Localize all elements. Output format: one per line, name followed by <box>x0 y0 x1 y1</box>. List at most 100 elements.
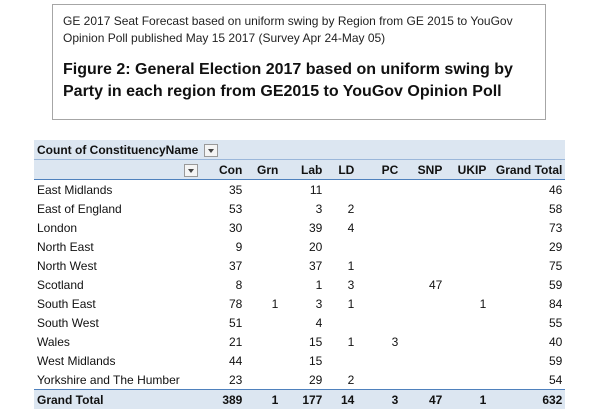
table-cell[interactable] <box>357 237 401 256</box>
table-cell[interactable] <box>445 218 489 237</box>
table-cell[interactable] <box>245 237 281 256</box>
table-cell[interactable] <box>357 256 401 275</box>
table-cell[interactable] <box>445 370 489 390</box>
table-cell[interactable]: 9 <box>235 239 243 254</box>
table-cell[interactable]: 84 <box>548 296 563 311</box>
table-cell[interactable] <box>325 313 357 332</box>
table-cell[interactable]: 75 <box>548 258 563 273</box>
table-cell[interactable] <box>445 180 489 200</box>
table-cell[interactable] <box>245 313 281 332</box>
table-cell[interactable] <box>245 180 281 200</box>
table-cell[interactable] <box>245 218 281 237</box>
table-cell[interactable] <box>325 180 357 200</box>
grand-total-cell[interactable]: 632 <box>489 389 566 409</box>
row-label[interactable]: East Midlands <box>37 182 113 197</box>
table-cell[interactable] <box>401 332 445 351</box>
table-cell[interactable] <box>357 294 401 313</box>
table-cell[interactable]: 29 <box>308 372 323 387</box>
row-filter-dropdown-icon[interactable] <box>184 163 199 177</box>
table-cell[interactable]: 47 <box>428 277 443 292</box>
table-cell[interactable] <box>445 332 489 351</box>
table-cell[interactable]: 15 <box>308 334 323 349</box>
table-cell[interactable] <box>357 275 401 294</box>
table-cell[interactable] <box>401 351 445 370</box>
table-cell[interactable]: 40 <box>548 334 563 349</box>
row-label[interactable]: Scotland <box>37 277 84 292</box>
column-header[interactable]: LD <box>325 159 358 180</box>
row-label[interactable]: North East <box>37 239 94 254</box>
table-cell[interactable]: 73 <box>548 220 563 235</box>
table-cell[interactable] <box>245 332 281 351</box>
table-cell[interactable]: 46 <box>548 182 563 197</box>
grand-total-cell[interactable]: 177 <box>281 389 326 409</box>
table-cell[interactable]: 53 <box>228 201 243 216</box>
table-cell[interactable] <box>401 294 445 313</box>
grand-total-label[interactable]: Grand Total <box>34 389 202 409</box>
grand-total-cell[interactable]: 47 <box>401 389 446 409</box>
table-cell[interactable] <box>357 313 401 332</box>
column-header[interactable]: Lab <box>281 159 326 180</box>
table-cell[interactable] <box>245 370 281 390</box>
column-header[interactable]: UKIP <box>445 159 490 180</box>
table-cell[interactable] <box>357 351 401 370</box>
table-cell[interactable] <box>325 237 357 256</box>
column-header[interactable]: Grn <box>245 159 282 180</box>
table-cell[interactable] <box>445 199 489 218</box>
table-cell[interactable] <box>245 199 281 218</box>
table-cell[interactable]: 55 <box>548 315 563 330</box>
table-cell[interactable]: 4 <box>347 220 355 235</box>
table-cell[interactable] <box>445 351 489 370</box>
table-cell[interactable]: 1 <box>271 296 279 311</box>
table-cell[interactable] <box>401 237 445 256</box>
table-cell[interactable]: 37 <box>308 258 323 273</box>
table-cell[interactable]: 2 <box>347 201 355 216</box>
row-label[interactable]: Yorkshire and The Humber <box>37 372 180 387</box>
grand-total-cell[interactable]: 3 <box>357 389 402 409</box>
table-cell[interactable] <box>245 275 281 294</box>
grand-total-cell[interactable]: 1 <box>445 389 490 409</box>
table-cell[interactable]: 15 <box>308 353 323 368</box>
column-header[interactable]: Con <box>201 159 246 180</box>
table-cell[interactable]: 4 <box>315 315 323 330</box>
table-cell[interactable]: 2 <box>347 372 355 387</box>
table-cell[interactable] <box>401 218 445 237</box>
table-cell[interactable] <box>357 370 401 390</box>
table-cell[interactable]: 1 <box>347 296 355 311</box>
row-label[interactable]: London <box>37 220 78 235</box>
column-header[interactable]: SNP <box>401 159 446 180</box>
table-cell[interactable]: 59 <box>548 277 563 292</box>
table-cell[interactable] <box>401 370 445 390</box>
table-cell[interactable] <box>445 275 489 294</box>
column-filter-dropdown-icon[interactable] <box>204 143 219 157</box>
table-cell[interactable]: 51 <box>228 315 243 330</box>
table-cell[interactable]: 1 <box>347 334 355 349</box>
table-cell[interactable]: 11 <box>309 182 323 197</box>
table-cell[interactable] <box>357 199 401 218</box>
table-cell[interactable]: 23 <box>228 372 243 387</box>
table-cell[interactable]: 3 <box>347 277 355 292</box>
table-cell[interactable] <box>357 180 401 200</box>
table-cell[interactable]: 44 <box>228 353 243 368</box>
table-cell[interactable]: 29 <box>548 239 563 254</box>
table-cell[interactable]: 8 <box>235 277 243 292</box>
grand-total-cell[interactable]: 389 <box>201 389 246 409</box>
table-cell[interactable]: 1 <box>347 258 355 273</box>
table-cell[interactable]: 3 <box>315 296 323 311</box>
table-cell[interactable]: 37 <box>228 258 243 273</box>
table-cell[interactable]: 30 <box>228 220 243 235</box>
row-label[interactable]: South West <box>37 315 99 330</box>
grand-total-cell[interactable]: 14 <box>325 389 358 409</box>
table-cell[interactable] <box>445 237 489 256</box>
column-header[interactable]: Grand Total <box>489 159 566 180</box>
row-label[interactable]: North West <box>37 258 97 273</box>
row-label[interactable]: South East <box>37 296 96 311</box>
table-cell[interactable]: 78 <box>228 296 243 311</box>
table-cell[interactable]: 59 <box>548 353 563 368</box>
column-header[interactable]: PC <box>357 159 402 180</box>
table-cell[interactable]: 54 <box>548 372 563 387</box>
row-label[interactable]: Wales <box>37 334 70 349</box>
table-cell[interactable] <box>445 313 489 332</box>
row-label[interactable]: East of England <box>37 201 122 216</box>
table-cell[interactable]: 20 <box>308 239 323 254</box>
table-cell[interactable]: 1 <box>315 277 323 292</box>
